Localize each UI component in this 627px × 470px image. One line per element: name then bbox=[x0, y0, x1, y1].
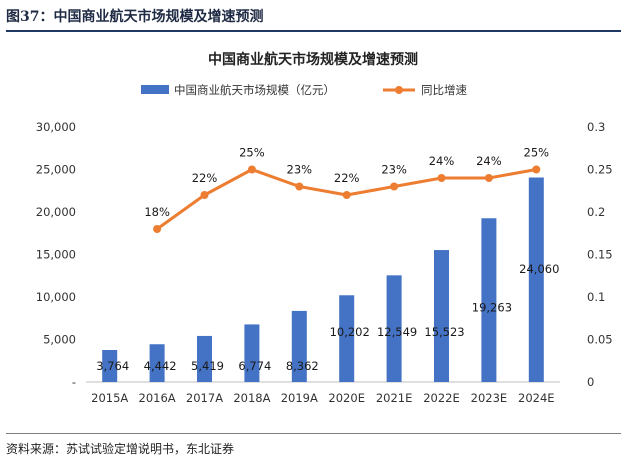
x-tick-label: 2015A bbox=[91, 391, 128, 405]
bar-value-label: 3,764 bbox=[96, 359, 129, 373]
top-rule bbox=[6, 30, 621, 32]
bar-value-label: 4,442 bbox=[144, 359, 177, 373]
y-left-tick-label: 25,000 bbox=[36, 163, 76, 177]
bar bbox=[386, 275, 402, 382]
y-right-tick-label: 0.05 bbox=[587, 333, 613, 347]
growth-point bbox=[532, 165, 541, 174]
bar bbox=[244, 324, 260, 382]
x-tick-label: 2021E bbox=[376, 391, 413, 405]
bar-value-label: 19,263 bbox=[472, 300, 512, 314]
growth-value-label: 24% bbox=[476, 154, 502, 168]
y-right-tick-label: 0.1 bbox=[587, 290, 605, 304]
legend: 中国商业航天市场规模（亿元） 同比增速 bbox=[141, 83, 467, 97]
bar bbox=[291, 310, 307, 382]
x-tick-label: 2023E bbox=[471, 391, 508, 405]
bar-value-label: 10,202 bbox=[330, 325, 370, 339]
legend-line-marker bbox=[395, 86, 403, 94]
growth-point bbox=[295, 182, 304, 191]
x-tick-label: 2017A bbox=[186, 391, 223, 405]
chart-title: 中国商业航天市场规模及增速预测 bbox=[208, 51, 418, 68]
bars: 3,764 4,442 5,419 6,774 8,362 10,202 12,549 15,… bbox=[96, 177, 559, 382]
bar bbox=[481, 218, 497, 382]
bar bbox=[339, 295, 355, 382]
growth-value-label: 25% bbox=[239, 146, 265, 160]
growth-value-label: 22% bbox=[192, 171, 218, 185]
x-tick-label: 2019A bbox=[281, 391, 318, 405]
growth-line: 18% 22% 25% 23% 22% 23% 24% 24% 25% bbox=[144, 146, 550, 233]
y-right-tick-label: 0.15 bbox=[587, 248, 613, 262]
y-right-tick-label: 0 bbox=[587, 375, 594, 389]
figure-label: 图37：中国商业航天市场规模及增速预测 bbox=[6, 9, 264, 25]
y-axis-left: - 5,000 10,000 15,000 20,000 25,000 30,000 bbox=[36, 120, 76, 389]
growth-point bbox=[153, 225, 162, 233]
source-note: 资料来源：苏试试验定增说明书，东北证券 bbox=[6, 442, 235, 456]
x-axis: 2015A 2016A 2017A 2018A 2019A 2020E 2021E 2022E… bbox=[91, 391, 554, 405]
y-left-tick-label: - bbox=[72, 375, 76, 389]
growth-point bbox=[200, 191, 209, 199]
growth-point bbox=[247, 165, 256, 174]
chart: 中国商业航天市场规模及增速预测 中国商业航天市场规模（亿元） 同比增速 - 5,0… bbox=[36, 51, 613, 405]
y-axis-right: 0 0.05 0.1 0.15 0.2 0.25 0.3 bbox=[587, 120, 613, 389]
growth-value-label: 23% bbox=[287, 163, 313, 177]
growth-value-label: 22% bbox=[334, 171, 360, 185]
x-tick-label: 2018A bbox=[233, 391, 270, 405]
x-tick-label: 2016A bbox=[139, 391, 176, 405]
y-left-tick-label: 5,000 bbox=[43, 333, 76, 347]
bar-value-label: 12,549 bbox=[377, 325, 417, 339]
growth-value-label: 18% bbox=[144, 205, 170, 219]
y-right-tick-label: 0.3 bbox=[587, 120, 605, 134]
bar bbox=[434, 250, 449, 382]
y-right-tick-label: 0.2 bbox=[587, 205, 605, 219]
bar bbox=[102, 350, 118, 382]
y-left-tick-label: 15,000 bbox=[36, 248, 76, 262]
growth-point bbox=[390, 182, 399, 191]
bar-value-label: 5,419 bbox=[191, 359, 224, 373]
bottom-rule bbox=[6, 433, 621, 434]
y-left-tick-label: 20,000 bbox=[36, 205, 76, 219]
legend-bar-label: 中国商业航天市场规模（亿元） bbox=[174, 83, 335, 97]
bar bbox=[528, 177, 544, 382]
x-tick-label: 2020E bbox=[328, 391, 365, 405]
growth-value-label: 23% bbox=[381, 163, 407, 177]
bar-value-label: 24,060 bbox=[519, 262, 559, 276]
growth-point bbox=[342, 191, 351, 199]
x-tick-label: 2024E bbox=[518, 391, 555, 405]
y-left-tick-label: 30,000 bbox=[36, 120, 76, 134]
bar-value-label: 8,362 bbox=[286, 359, 319, 373]
legend-bar-swatch bbox=[141, 85, 169, 94]
legend-line-label: 同比增速 bbox=[421, 83, 467, 97]
bar-value-label: 15,523 bbox=[424, 325, 464, 339]
growth-value-label: 25% bbox=[524, 146, 550, 160]
y-left-tick-label: 10,000 bbox=[36, 290, 76, 304]
growth-value-label: 24% bbox=[429, 154, 455, 168]
x-tick-label: 2022E bbox=[423, 391, 460, 405]
bar-value-label: 6,774 bbox=[238, 359, 271, 373]
bar bbox=[197, 335, 212, 382]
growth-point bbox=[437, 174, 446, 182]
growth-point bbox=[484, 174, 493, 182]
bar bbox=[149, 344, 165, 382]
y-right-tick-label: 0.25 bbox=[587, 163, 613, 177]
